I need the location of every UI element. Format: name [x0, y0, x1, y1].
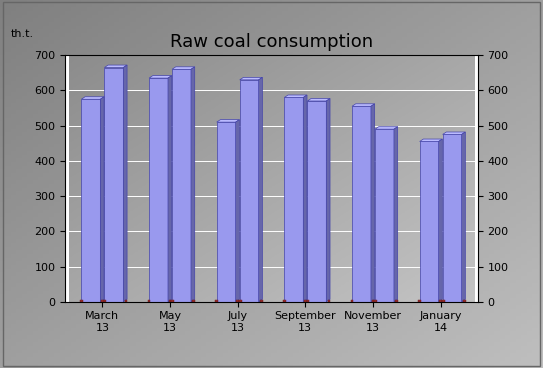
Polygon shape	[104, 65, 127, 68]
Bar	[420, 141, 439, 302]
Polygon shape	[394, 127, 397, 302]
Bar	[375, 129, 394, 302]
Bar	[395, 300, 398, 302]
Bar	[307, 300, 310, 302]
Bar	[307, 101, 326, 302]
Polygon shape	[123, 65, 127, 302]
Bar	[443, 134, 462, 302]
Bar	[239, 300, 242, 302]
Bar	[239, 80, 258, 302]
Polygon shape	[217, 120, 239, 122]
Polygon shape	[100, 97, 104, 302]
Text: th.t.: th.t.	[11, 29, 34, 39]
Polygon shape	[420, 139, 443, 141]
Polygon shape	[285, 95, 307, 98]
Bar	[172, 69, 191, 302]
Bar	[104, 300, 106, 302]
Bar	[285, 98, 304, 302]
Bar	[351, 300, 353, 302]
Polygon shape	[172, 67, 195, 69]
Polygon shape	[236, 120, 239, 302]
Polygon shape	[168, 76, 172, 302]
Bar	[283, 300, 286, 302]
Bar	[371, 300, 374, 302]
Polygon shape	[439, 139, 443, 302]
Bar	[418, 300, 421, 302]
Title: Raw coal consumption: Raw coal consumption	[170, 33, 373, 51]
Polygon shape	[239, 77, 262, 80]
Polygon shape	[149, 76, 172, 78]
Bar	[104, 68, 123, 302]
Bar	[169, 300, 172, 302]
Bar	[80, 300, 83, 302]
Bar	[216, 300, 218, 302]
Polygon shape	[375, 127, 397, 129]
Bar	[149, 78, 168, 302]
Bar	[260, 300, 263, 302]
Bar	[81, 99, 100, 302]
Bar	[352, 106, 371, 302]
Bar	[304, 300, 307, 302]
Bar	[125, 300, 128, 302]
Polygon shape	[443, 132, 465, 134]
Bar	[172, 300, 174, 302]
Bar	[236, 300, 239, 302]
Bar	[374, 300, 377, 302]
Bar	[439, 300, 442, 302]
Polygon shape	[258, 77, 262, 302]
Polygon shape	[352, 104, 375, 106]
Polygon shape	[191, 67, 195, 302]
Bar	[442, 300, 445, 302]
Polygon shape	[462, 132, 465, 302]
Bar	[148, 300, 150, 302]
Bar	[327, 300, 330, 302]
Bar	[217, 122, 236, 302]
Polygon shape	[371, 104, 375, 302]
Bar	[463, 300, 466, 302]
Bar	[192, 300, 195, 302]
Polygon shape	[307, 99, 330, 101]
Polygon shape	[326, 99, 330, 302]
Bar	[101, 300, 104, 302]
Polygon shape	[304, 95, 307, 302]
Polygon shape	[81, 97, 104, 99]
